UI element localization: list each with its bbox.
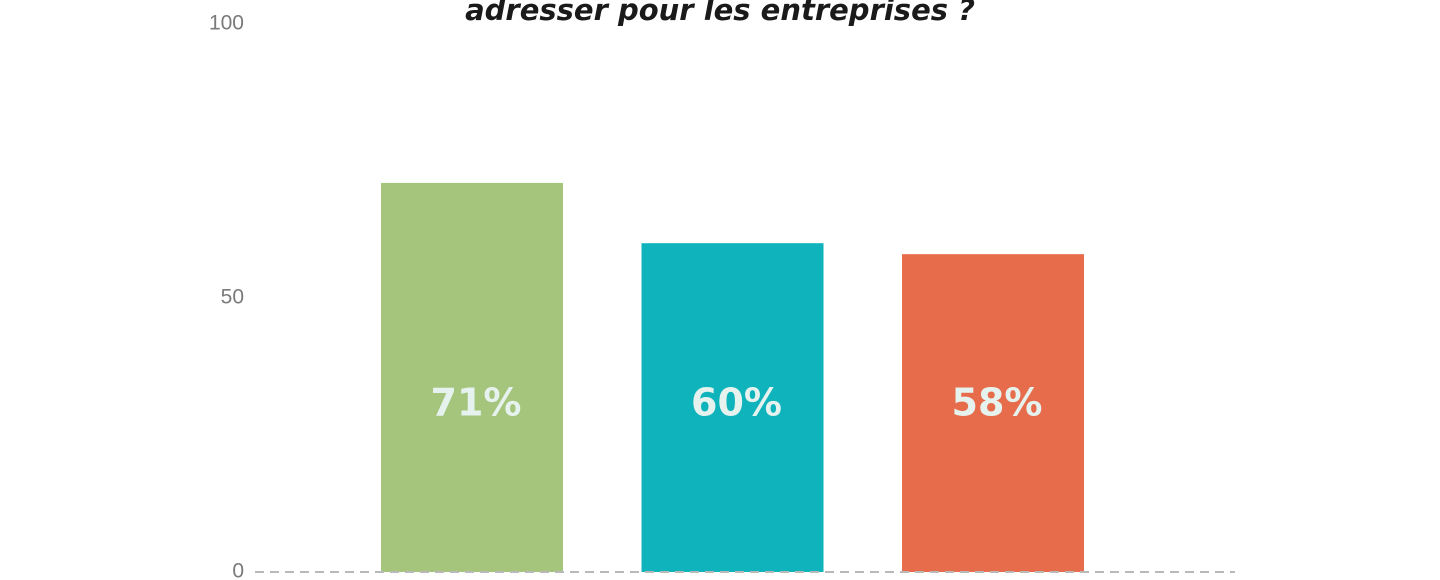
bar-data-label: 58% [952,381,1043,425]
bar [902,254,1084,572]
bars [381,182,1084,573]
bar-data-label: 60% [691,381,782,425]
y-tick-label: 0 [232,560,244,580]
y-tick-label: 50 [221,286,244,309]
y-axis-ticks: 0 50 100 [209,12,244,580]
bar [381,182,563,573]
y-tick-label: 100 [209,12,244,35]
bar-data-label: 71% [431,381,522,425]
bar-data-labels: 71% 60% 58% [431,381,1043,425]
chart-title: adresser pour les entreprises ? [465,0,975,27]
bar [641,243,824,572]
